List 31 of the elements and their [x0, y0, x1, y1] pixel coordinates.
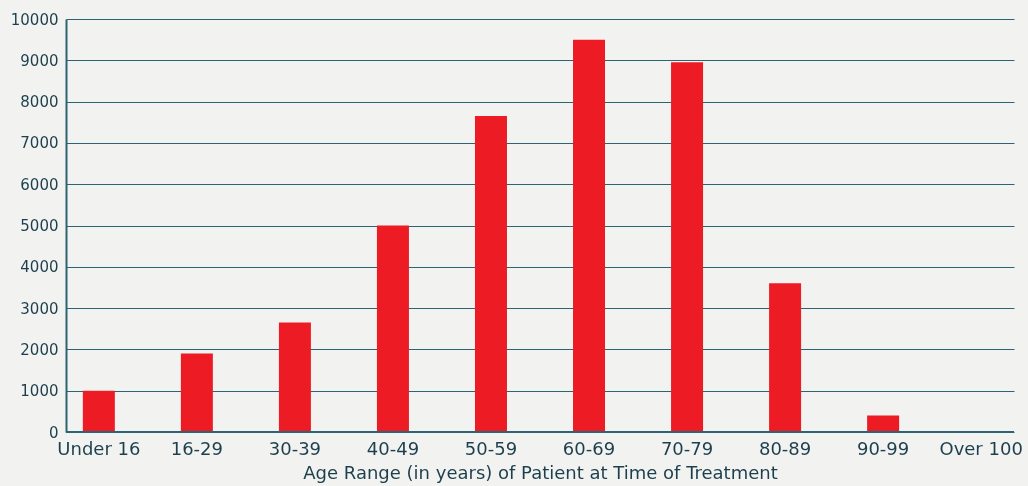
- x-tick-label: 80-89: [758, 437, 812, 459]
- y-tick-label: 8000: [20, 93, 59, 112]
- bar: [671, 62, 704, 432]
- x-axis-title: Age Range (in years) of Patient at Time of Treatment: [303, 461, 778, 483]
- y-tick-label: 10000: [10, 10, 59, 29]
- bar: [180, 353, 213, 432]
- y-tick-label: 1000: [20, 382, 59, 401]
- bar: [82, 390, 115, 432]
- x-tick-label: 30-39: [268, 437, 322, 459]
- bar: [474, 116, 507, 432]
- x-tick-label: 16-29: [170, 437, 224, 459]
- x-tick-label: 40-49: [366, 437, 420, 459]
- x-tick-label: 50-59: [464, 437, 518, 459]
- y-tick-label: 9000: [20, 51, 59, 70]
- x-tick-label: Over 100: [939, 437, 1023, 459]
- y-tick-label: 5000: [20, 217, 59, 235]
- x-tick-label: 90-99: [856, 437, 910, 459]
- bar: [769, 283, 802, 432]
- bar: [278, 322, 311, 432]
- y-tick-label: 2000: [20, 340, 59, 359]
- bar: [573, 39, 606, 432]
- y-tick-label: 7000: [20, 134, 59, 153]
- x-tick-label: 70-79: [660, 437, 714, 459]
- y-tick-label: 4000: [20, 258, 59, 277]
- y-tick-label: 0: [48, 423, 59, 442]
- bar: [867, 415, 900, 432]
- bar: [376, 225, 409, 432]
- y-tick-label: 6000: [20, 175, 59, 194]
- y-tick-label: 3000: [20, 299, 59, 318]
- x-tick-label: Under 16: [57, 437, 141, 459]
- x-tick-label: 60-69: [562, 437, 616, 459]
